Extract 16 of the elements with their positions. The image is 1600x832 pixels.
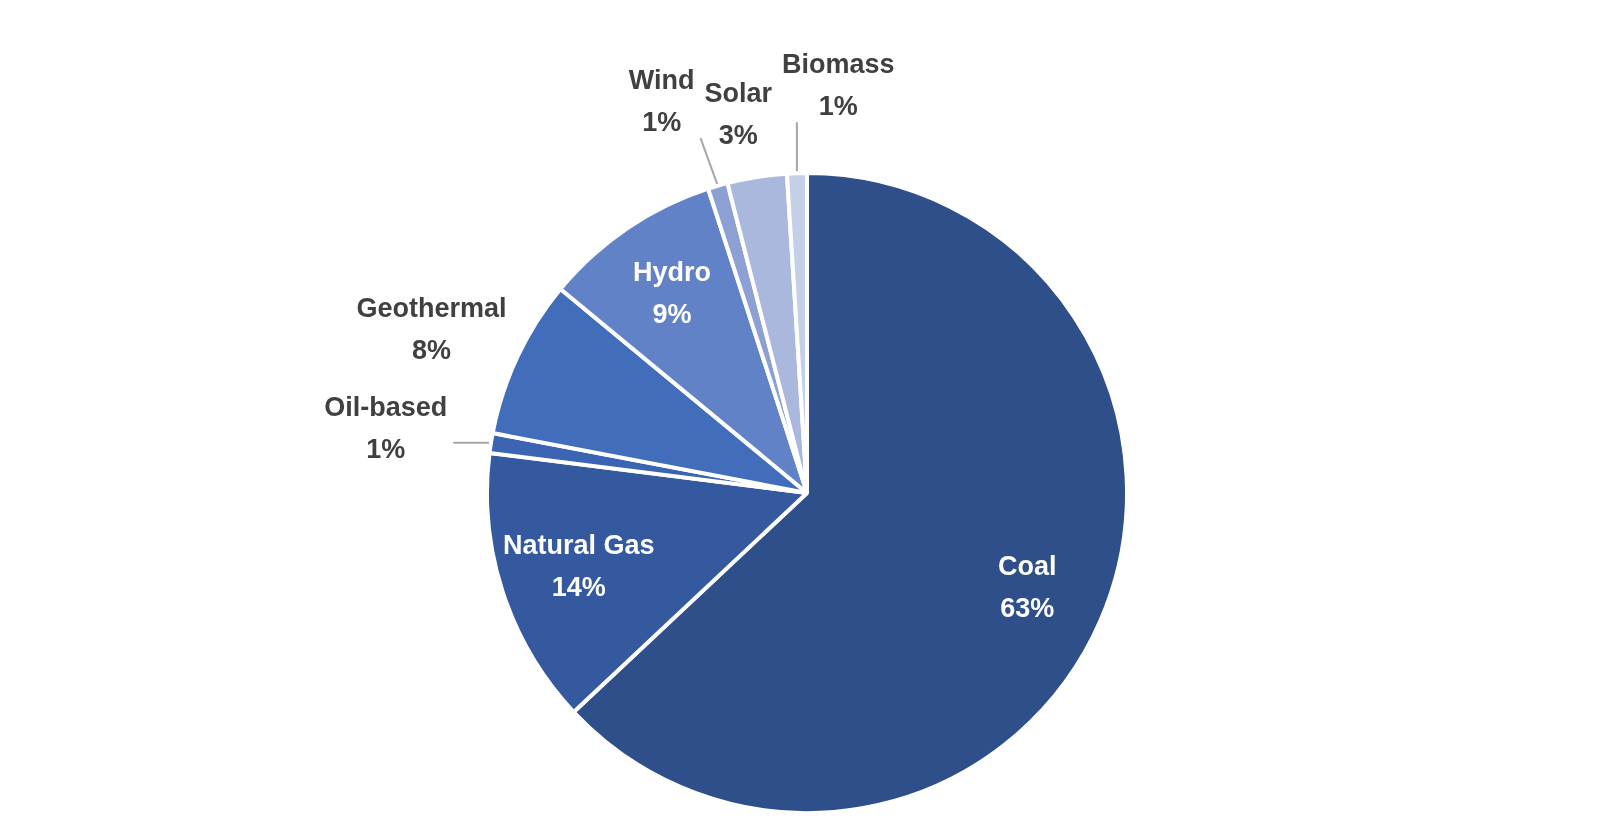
data-label: 9% <box>652 298 692 329</box>
data-label: 8% <box>411 334 451 365</box>
slice-label: Wind <box>628 64 695 95</box>
data-label: 14% <box>551 571 606 602</box>
data-label: 3% <box>718 120 758 151</box>
slice-label: Coal <box>998 550 1057 581</box>
slice-label: Natural Gas <box>502 529 655 560</box>
data-label: 1% <box>642 106 682 137</box>
data-label: 1% <box>366 433 406 464</box>
slice-label: Hydro <box>633 256 712 287</box>
data-label: 63% <box>1000 592 1055 623</box>
slice-label: Oil-based <box>324 391 448 422</box>
slice-label: Biomass <box>782 48 895 79</box>
slice-label: Geothermal <box>356 292 507 323</box>
slice-label: Solar <box>704 78 773 109</box>
data-label: 1% <box>818 90 858 121</box>
